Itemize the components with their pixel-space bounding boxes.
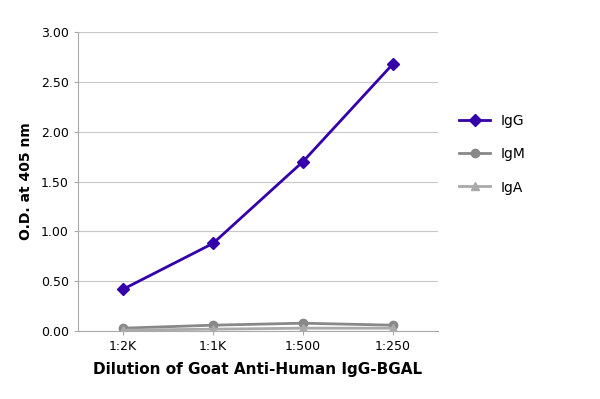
Line: IgM: IgM — [119, 319, 397, 332]
IgG — [389, 61, 397, 66]
X-axis label: Dilution of Goat Anti-Human IgG-BGAL: Dilution of Goat Anti-Human IgG-BGAL — [94, 361, 422, 377]
IgG — [119, 287, 127, 292]
IgM — [299, 321, 307, 326]
IgM — [209, 323, 217, 328]
IgM — [389, 323, 397, 328]
IgA — [299, 326, 307, 330]
Line: IgA: IgA — [119, 324, 397, 334]
IgG — [209, 241, 217, 246]
IgG — [299, 159, 307, 164]
IgA — [389, 326, 397, 330]
IgA — [209, 327, 217, 332]
Legend: IgG, IgM, IgA: IgG, IgM, IgA — [460, 114, 526, 195]
Line: IgG: IgG — [119, 60, 397, 293]
IgA — [119, 328, 127, 333]
IgM — [119, 326, 127, 330]
Y-axis label: O.D. at 405 nm: O.D. at 405 nm — [19, 122, 32, 241]
